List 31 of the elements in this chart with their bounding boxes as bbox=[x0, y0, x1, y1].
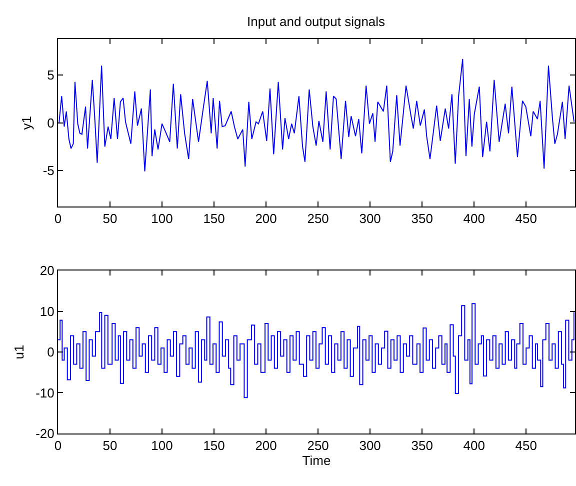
x-tick-label: 250 bbox=[307, 211, 329, 226]
x-tick-label: 100 bbox=[151, 438, 173, 454]
y-tick-label: 0 bbox=[47, 115, 54, 130]
line-series bbox=[58, 58, 575, 172]
x-tick-label: 350 bbox=[411, 438, 433, 454]
y-tick-label: 5 bbox=[47, 68, 54, 83]
x-tick-label: 100 bbox=[151, 211, 173, 226]
y-tick-label: -20 bbox=[36, 426, 54, 441]
y-tick-label: -5 bbox=[42, 162, 54, 178]
y-tick-label: 0 bbox=[47, 344, 54, 360]
x-tick-label: 300 bbox=[359, 438, 381, 454]
x-tick-label: 400 bbox=[463, 438, 485, 454]
y-tick-label: 10 bbox=[40, 304, 54, 319]
x-tick-label: 150 bbox=[203, 211, 225, 226]
x-tick-label: 450 bbox=[515, 211, 537, 226]
y-tick-label: 20 bbox=[40, 263, 54, 278]
x-tick-label: 50 bbox=[102, 438, 118, 454]
x-tick-label: 450 bbox=[515, 438, 537, 454]
x-tick-label: 350 bbox=[411, 211, 433, 226]
x-tick-label: 50 bbox=[102, 211, 118, 226]
x-tick-label: 200 bbox=[255, 211, 277, 226]
x-tick-label: 150 bbox=[203, 438, 225, 454]
y-tick-label: -10 bbox=[36, 385, 54, 400]
y-axis-title: u1 bbox=[12, 344, 27, 360]
x-tick-label: 400 bbox=[463, 211, 485, 226]
x-axis-title: Time bbox=[302, 453, 331, 468]
x-tick-label: 300 bbox=[359, 211, 381, 226]
y-axis-title: y1 bbox=[18, 116, 34, 130]
chart-title: Input and output signals bbox=[247, 14, 386, 29]
x-tick-label: 250 bbox=[307, 438, 329, 454]
x-tick-label: 200 bbox=[255, 438, 277, 454]
